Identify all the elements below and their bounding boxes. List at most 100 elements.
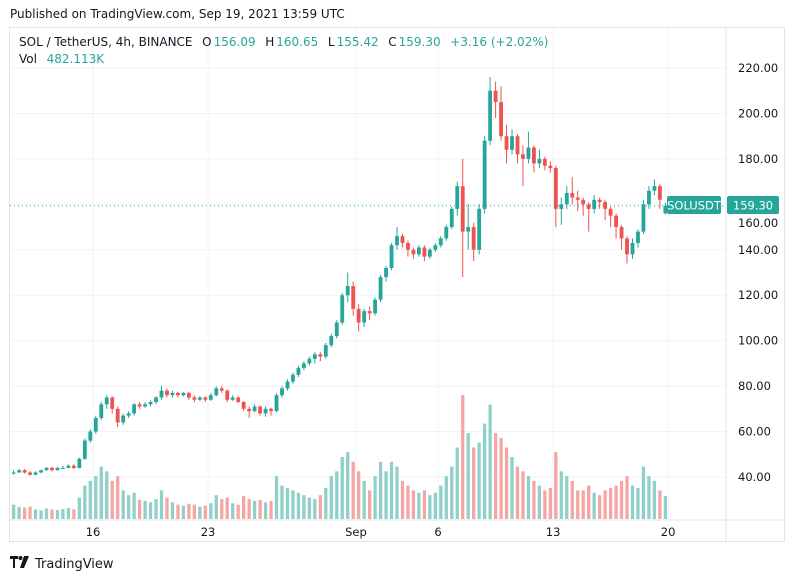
volume-bar: [154, 498, 158, 519]
candle: [236, 396, 241, 404]
candle: [444, 224, 449, 241]
candle: [438, 236, 443, 248]
volume-label[interactable]: Vol: [19, 52, 37, 66]
candle-body: [269, 408, 273, 412]
volume-bar: [587, 485, 591, 519]
candle: [126, 411, 131, 418]
candle-body: [597, 199, 602, 203]
candle-body: [258, 406, 263, 414]
candle-body: [137, 404, 142, 407]
volume-bar: [433, 492, 437, 519]
candle-body: [203, 397, 208, 400]
candle-body: [126, 413, 131, 416]
candle: [296, 365, 301, 378]
volume-bar: [127, 495, 131, 519]
volume-bar: [236, 504, 240, 519]
candle-body: [181, 392, 186, 396]
candle: [269, 407, 273, 416]
volume-bar: [384, 471, 388, 519]
volume-bar: [198, 506, 202, 519]
candle-body: [564, 192, 569, 205]
candle-body: [455, 186, 460, 209]
candle: [186, 391, 191, 400]
candle: [482, 136, 487, 214]
candle-body: [548, 165, 553, 168]
candle-body: [614, 215, 618, 228]
price-tick-label: 120.00: [738, 288, 778, 302]
volume-bar: [187, 503, 191, 519]
volume-bar: [285, 488, 290, 519]
volume-bar: [532, 480, 536, 519]
candle: [181, 391, 186, 397]
candle-body: [422, 247, 427, 257]
volume-bar: [570, 480, 574, 519]
price-tick-label: 140.00: [738, 243, 778, 257]
candle-body: [630, 242, 635, 255]
candle-body: [411, 249, 416, 255]
candle: [280, 386, 284, 398]
volume-bar: [165, 497, 169, 519]
volume-bar: [630, 485, 635, 519]
volume-bar: [548, 488, 552, 519]
volume-bar: [608, 488, 613, 519]
volume-bar: [231, 503, 235, 519]
volume-bar: [291, 490, 295, 519]
candle-body: [186, 392, 191, 398]
candle: [137, 402, 142, 409]
candle-body: [537, 158, 542, 164]
footer[interactable]: TradingView: [10, 556, 114, 572]
volume-bar: [148, 502, 153, 519]
legend-symbol[interactable]: SOL / TetherUS, 4h, BINANCE: [19, 35, 193, 49]
volume-bar: [335, 471, 339, 519]
candle-body: [340, 295, 345, 323]
candle-body: [641, 204, 646, 232]
candle-body: [285, 381, 290, 389]
candle-body: [50, 467, 54, 471]
candle: [301, 361, 306, 371]
volume-bar: [296, 492, 301, 519]
candle: [82, 438, 87, 460]
candle: [422, 245, 427, 262]
candle-body: [570, 192, 575, 198]
volume-bar: [576, 490, 580, 519]
candle: [121, 413, 126, 425]
price-tag: 159.30: [727, 196, 779, 214]
time-tick-label: Sep: [345, 525, 367, 539]
candle: [312, 352, 317, 364]
candle-body: [22, 470, 27, 473]
volume-bar: [50, 509, 54, 519]
candle: [619, 224, 624, 250]
candle: [493, 81, 498, 118]
candle-body: [575, 197, 580, 200]
volume-bar: [192, 504, 197, 519]
chart-frame[interactable]: [9, 27, 785, 542]
time-tick-label: 6: [434, 525, 441, 539]
candle: [258, 405, 263, 416]
candle: [197, 396, 202, 401]
candle: [44, 466, 49, 471]
candle-body: [154, 397, 158, 403]
close-value: 159.30: [398, 35, 441, 49]
price-tick-label: 100.00: [738, 334, 778, 348]
candle: [99, 402, 104, 421]
time-tick-label: 23: [201, 525, 216, 539]
candle-body: [197, 397, 202, 400]
volume-bar: [33, 509, 38, 519]
candle: [575, 190, 580, 212]
candle-body: [482, 140, 487, 209]
candle-body: [406, 242, 410, 250]
price-tag-text: 159.30: [733, 199, 773, 213]
candle-body: [367, 311, 372, 314]
candle: [214, 386, 219, 397]
candle-body: [115, 408, 120, 423]
volume-bar: [83, 485, 87, 519]
volume-bar: [11, 504, 16, 519]
candle: [318, 352, 323, 362]
candle: [247, 406, 252, 418]
volume-bar: [482, 423, 487, 519]
volume-bar: [346, 452, 350, 519]
candle: [488, 77, 493, 146]
volume-bar: [143, 500, 147, 519]
high-value: 160.65: [276, 35, 319, 49]
